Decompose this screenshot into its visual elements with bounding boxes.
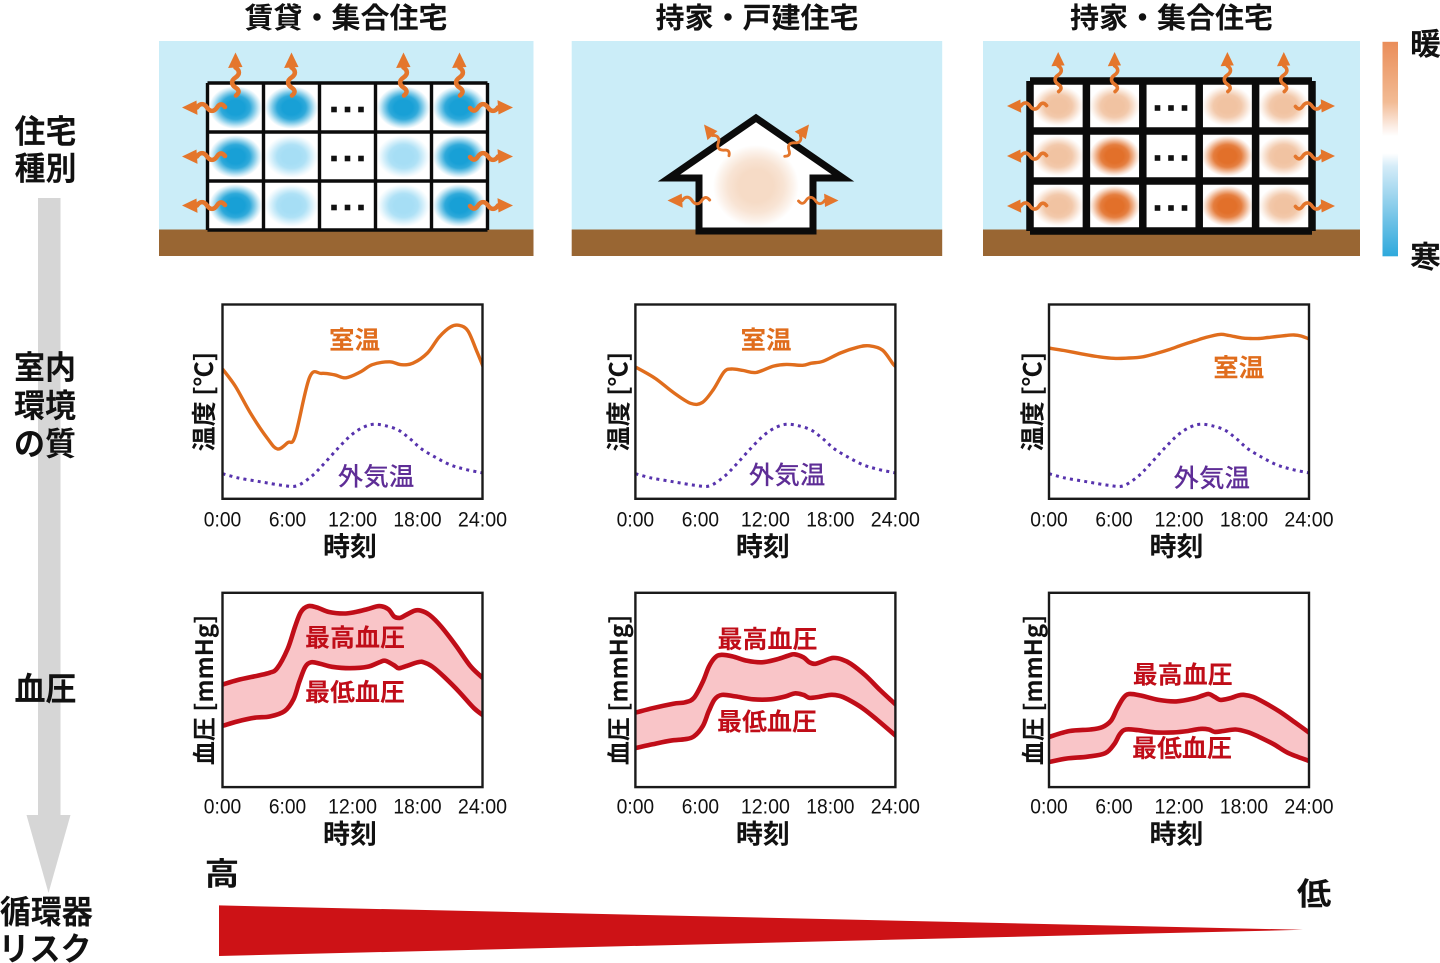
svg-text:24:00: 24:00	[458, 795, 507, 819]
svg-text:6:00: 6:00	[1095, 508, 1132, 532]
svg-text:0:00: 0:00	[1030, 795, 1068, 819]
svg-text:18:00: 18:00	[393, 508, 441, 532]
svg-text:24:00: 24:00	[871, 508, 920, 532]
svg-text:0:00: 0:00	[617, 795, 655, 819]
svg-text:0:00: 0:00	[204, 795, 242, 819]
svg-text:18:00: 18:00	[393, 795, 441, 819]
svg-text:12:00: 12:00	[741, 508, 790, 532]
svg-text:12:00: 12:00	[1154, 795, 1203, 819]
svg-text:18:00: 18:00	[806, 508, 854, 532]
svg-text:6:00: 6:00	[269, 795, 306, 819]
svg-text:12:00: 12:00	[328, 795, 377, 819]
svg-text:12:00: 12:00	[741, 795, 790, 819]
svg-text:24:00: 24:00	[458, 508, 507, 532]
svg-text:24:00: 24:00	[1284, 508, 1333, 532]
svg-text:6:00: 6:00	[682, 508, 719, 532]
svg-text:0:00: 0:00	[204, 508, 242, 532]
svg-text:6:00: 6:00	[1095, 795, 1132, 819]
svg-text:24:00: 24:00	[1284, 795, 1333, 819]
svg-text:18:00: 18:00	[1220, 508, 1268, 532]
svg-text:6:00: 6:00	[682, 795, 719, 819]
svg-text:18:00: 18:00	[1220, 795, 1268, 819]
svg-text:12:00: 12:00	[328, 508, 377, 532]
svg-text:0:00: 0:00	[1030, 508, 1068, 532]
svg-text:12:00: 12:00	[1154, 508, 1203, 532]
svg-text:0:00: 0:00	[617, 508, 655, 532]
svg-text:18:00: 18:00	[806, 795, 854, 819]
svg-text:24:00: 24:00	[871, 795, 920, 819]
svg-text:6:00: 6:00	[269, 508, 306, 532]
